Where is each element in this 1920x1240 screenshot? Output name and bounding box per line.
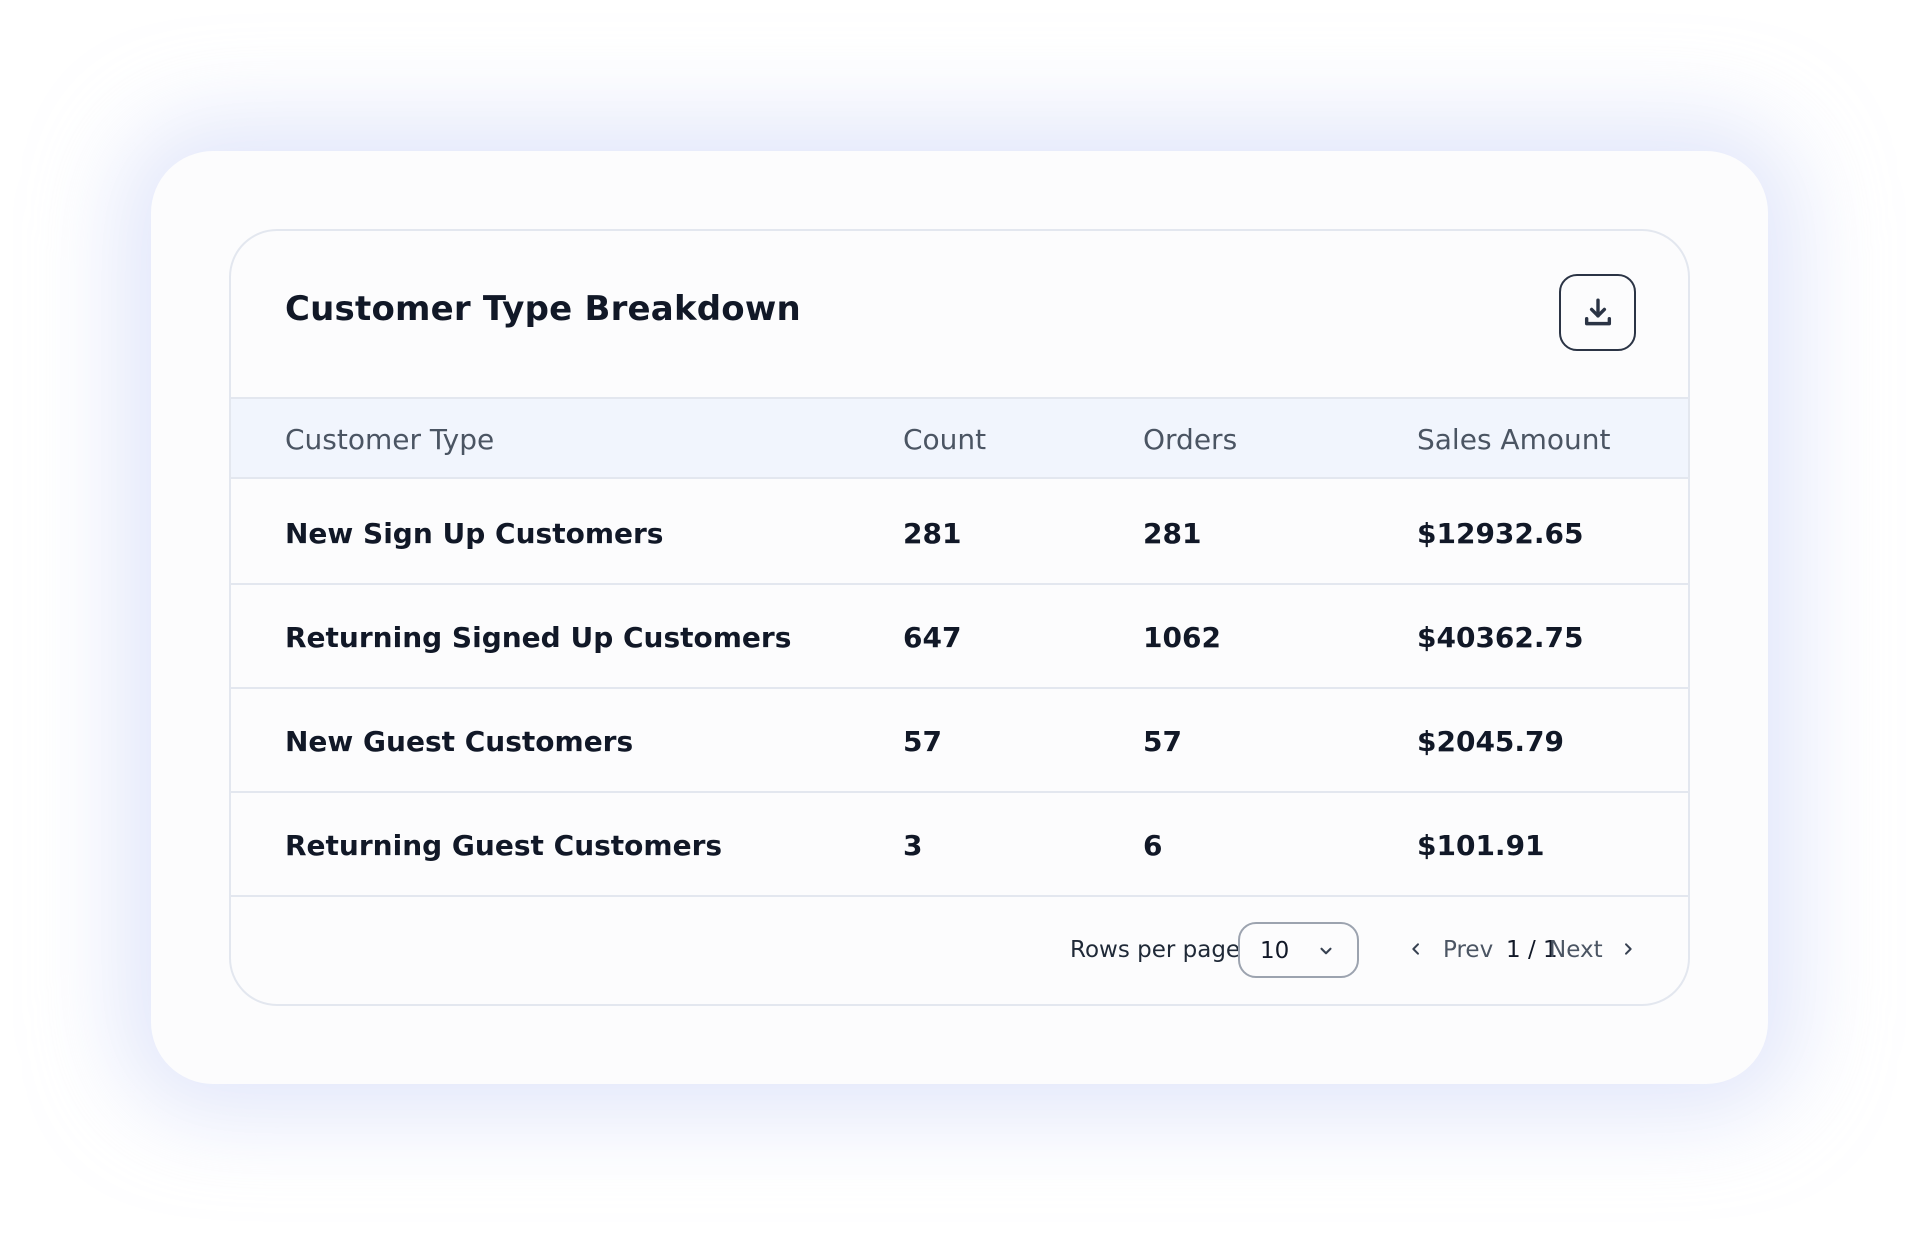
cell-count: 57 (903, 725, 942, 758)
cell-count: 281 (903, 517, 962, 550)
cell-orders: 6 (1143, 829, 1163, 862)
customer-type-breakdown-card: Customer Type Breakdown Customer Type Co… (229, 229, 1690, 1006)
cell-sales-amount: $40362.75 (1417, 621, 1584, 654)
next-page-button[interactable]: Next (1549, 937, 1603, 963)
cell-customer-type: Returning Signed Up Customers (285, 621, 792, 654)
column-header-customer-type: Customer Type (285, 423, 495, 456)
card-title: Customer Type Breakdown (285, 289, 801, 329)
download-icon (1584, 298, 1611, 325)
cell-sales-amount: $101.91 (1417, 829, 1545, 862)
cell-customer-type: New Sign Up Customers (285, 517, 664, 550)
chevron-right-icon[interactable] (1620, 941, 1636, 957)
rows-per-page-select[interactable]: 10 (1238, 922, 1359, 978)
cell-sales-amount: $2045.79 (1417, 725, 1565, 758)
table-footer: Rows per page 10 Prev 1 / 1 Next (231, 895, 1688, 1004)
column-header-sales-amount: Sales Amount (1417, 423, 1611, 456)
table-row: New Sign Up Customers 281 281 $12932.65 (231, 481, 1688, 585)
cell-orders: 57 (1143, 725, 1182, 758)
table-row: New Guest Customers 57 57 $2045.79 (231, 689, 1688, 793)
rows-per-page-label: Rows per page (1070, 937, 1241, 963)
prev-page-button[interactable]: Prev (1443, 937, 1494, 963)
cell-customer-type: Returning Guest Customers (285, 829, 723, 862)
chevron-left-icon[interactable] (1408, 941, 1424, 957)
column-header-orders: Orders (1143, 423, 1238, 456)
download-button[interactable] (1559, 274, 1636, 351)
chevron-down-icon (1320, 947, 1332, 955)
table-row: Returning Signed Up Customers 647 1062 $… (231, 585, 1688, 689)
table-header: Customer Type Count Orders Sales Amount (231, 399, 1688, 479)
cell-orders: 281 (1143, 517, 1202, 550)
page-status: 1 / 1 (1506, 937, 1558, 963)
cell-count: 647 (903, 621, 962, 654)
card-header: Customer Type Breakdown (231, 231, 1688, 399)
cell-orders: 1062 (1143, 621, 1221, 654)
column-header-count: Count (903, 423, 987, 456)
cell-customer-type: New Guest Customers (285, 725, 634, 758)
table-row: Returning Guest Customers 3 6 $101.91 (231, 793, 1688, 897)
rows-per-page-value: 10 (1260, 938, 1290, 964)
cell-count: 3 (903, 829, 923, 862)
cell-sales-amount: $12932.65 (1417, 517, 1584, 550)
